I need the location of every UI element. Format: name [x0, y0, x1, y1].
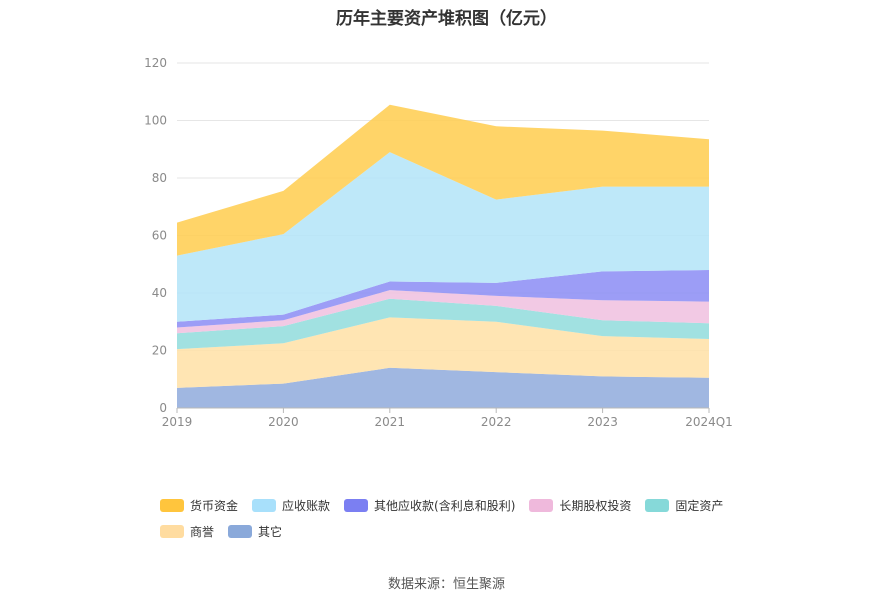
legend-item[interactable]: 商誉 — [160, 521, 214, 541]
legend-swatch — [160, 524, 184, 538]
y-tick-label: 60 — [152, 229, 167, 243]
legend-item[interactable]: 货币资金 — [160, 495, 238, 515]
legend-label: 应收账款 — [282, 498, 331, 513]
chart-title: 历年主要资产堆积图（亿元） — [336, 9, 557, 29]
legend-swatch — [160, 498, 184, 512]
legend-swatch — [228, 524, 253, 538]
legend-swatch — [344, 498, 369, 512]
legend-label: 固定资产 — [675, 498, 724, 513]
x-tick-label: 2024Q1 — [685, 415, 733, 429]
y-tick-label: 40 — [152, 286, 167, 300]
y-tick-label: 100 — [144, 114, 167, 128]
legend-item[interactable]: 长期股权投资 — [529, 495, 631, 515]
legend-label: 商誉 — [190, 524, 215, 539]
legend-item[interactable]: 其他应收款(含利息和股利) — [344, 495, 515, 515]
x-tick-label: 2021 — [375, 415, 406, 429]
legend-label: 其它 — [258, 524, 283, 539]
y-tick-label: 80 — [152, 171, 167, 185]
legend-label: 长期股权投资 — [559, 498, 632, 513]
y-tick-label: 20 — [152, 344, 167, 358]
y-tick-label: 120 — [144, 56, 167, 70]
area-series-其他应收款(含利息和股利) — [177, 270, 709, 328]
legend-swatch — [529, 498, 554, 512]
area-series-货币资金 — [177, 104, 709, 256]
legend-label: 货币资金 — [190, 498, 239, 513]
x-tick-label: 2022 — [481, 415, 512, 429]
x-tick-label: 2020 — [268, 415, 299, 429]
legend-label: 其他应收款(含利息和股利) — [374, 498, 516, 513]
area-series-固定资产 — [177, 298, 709, 350]
area-series-商誉 — [177, 317, 709, 388]
x-tick-label: 2023 — [587, 415, 618, 429]
legend-swatch — [252, 498, 277, 512]
axes: 0 20 40 60 80 100 120 2019 2020 2021 2022 2023 2024Q… — [144, 56, 733, 429]
area-series-layer — [177, 104, 709, 408]
legend-item[interactable]: 固定资产 — [645, 495, 723, 515]
data-source-note: 数据来源：恒生聚源 — [387, 577, 505, 592]
x-tick-label: 2019 — [162, 415, 193, 429]
area-series-其它 — [177, 367, 709, 408]
area-series-长期股权投资 — [177, 290, 709, 334]
legend-item[interactable]: 其它 — [228, 521, 282, 541]
legend-item[interactable]: 应收账款 — [252, 495, 330, 515]
y-tick-label: 0 — [159, 401, 167, 415]
legend: 货币资金 应收账款 其他应收款(含利息和股利) 长期股权投资 固定资产商誉 其它 — [160, 495, 800, 547]
area-series-应收账款 — [177, 152, 709, 322]
legend-swatch — [645, 498, 670, 512]
